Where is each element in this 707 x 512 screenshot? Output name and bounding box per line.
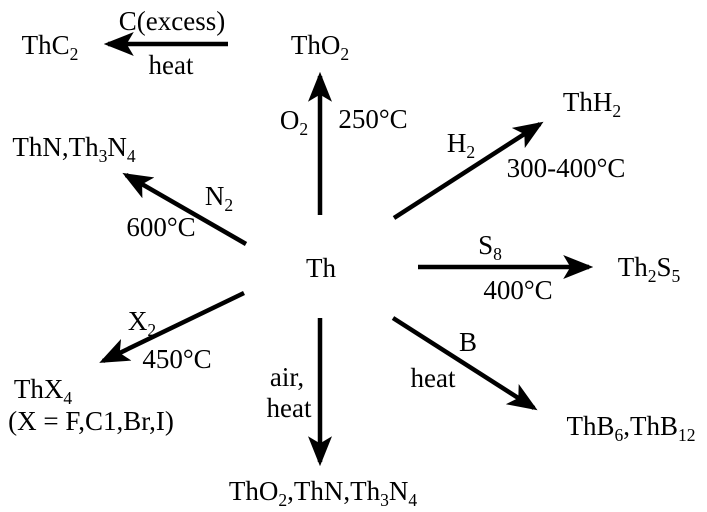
condition-heat-boride: heat	[410, 362, 456, 393]
product-tho2-thn-th3n4: ThO2,ThN,Th3N4	[228, 475, 418, 511]
product-thx4: ThX4	[13, 373, 73, 409]
reagent-x2: X2	[127, 305, 157, 341]
arrow-hydrogen-upright	[392, 121, 544, 220]
arrow-halogen-downleft	[99, 290, 245, 364]
arrow-nitrogen-upleft	[122, 172, 248, 246]
reagent-h2: H2	[446, 127, 476, 163]
condition-400c: 400°C	[483, 274, 553, 305]
product-thn-th3n4: ThN,Th3N4	[12, 131, 136, 167]
center-element-th: Th	[306, 252, 336, 283]
condition-600c: 600°C	[126, 211, 196, 242]
product-thb6-thb12: ThB6,ThB12	[566, 410, 696, 446]
reagent-c-excess: C(excess)	[118, 5, 226, 36]
condition-heat-carbide: heat	[148, 49, 194, 80]
reagent-s8: S8	[478, 229, 502, 265]
arrow-boron-downright	[391, 316, 538, 411]
product-thc2: ThC2	[21, 29, 79, 65]
product-thh2: ThH2	[562, 86, 622, 122]
product-tho2: ThO2	[290, 29, 350, 65]
reagent-air: air,	[269, 361, 305, 392]
halide-note: (X = F,C1,Br,I)	[8, 405, 174, 436]
reagent-o2: O2	[279, 104, 309, 140]
product-th2s5: Th2S5	[617, 251, 681, 287]
condition-450c: 450°C	[142, 343, 212, 374]
reagent-b: B	[458, 326, 478, 357]
condition-250c: 250°C	[338, 103, 408, 134]
reagent-n2: N2	[204, 180, 234, 216]
condition-300-400c: 300-400°C	[506, 152, 626, 183]
condition-heat-air: heat	[266, 392, 312, 423]
